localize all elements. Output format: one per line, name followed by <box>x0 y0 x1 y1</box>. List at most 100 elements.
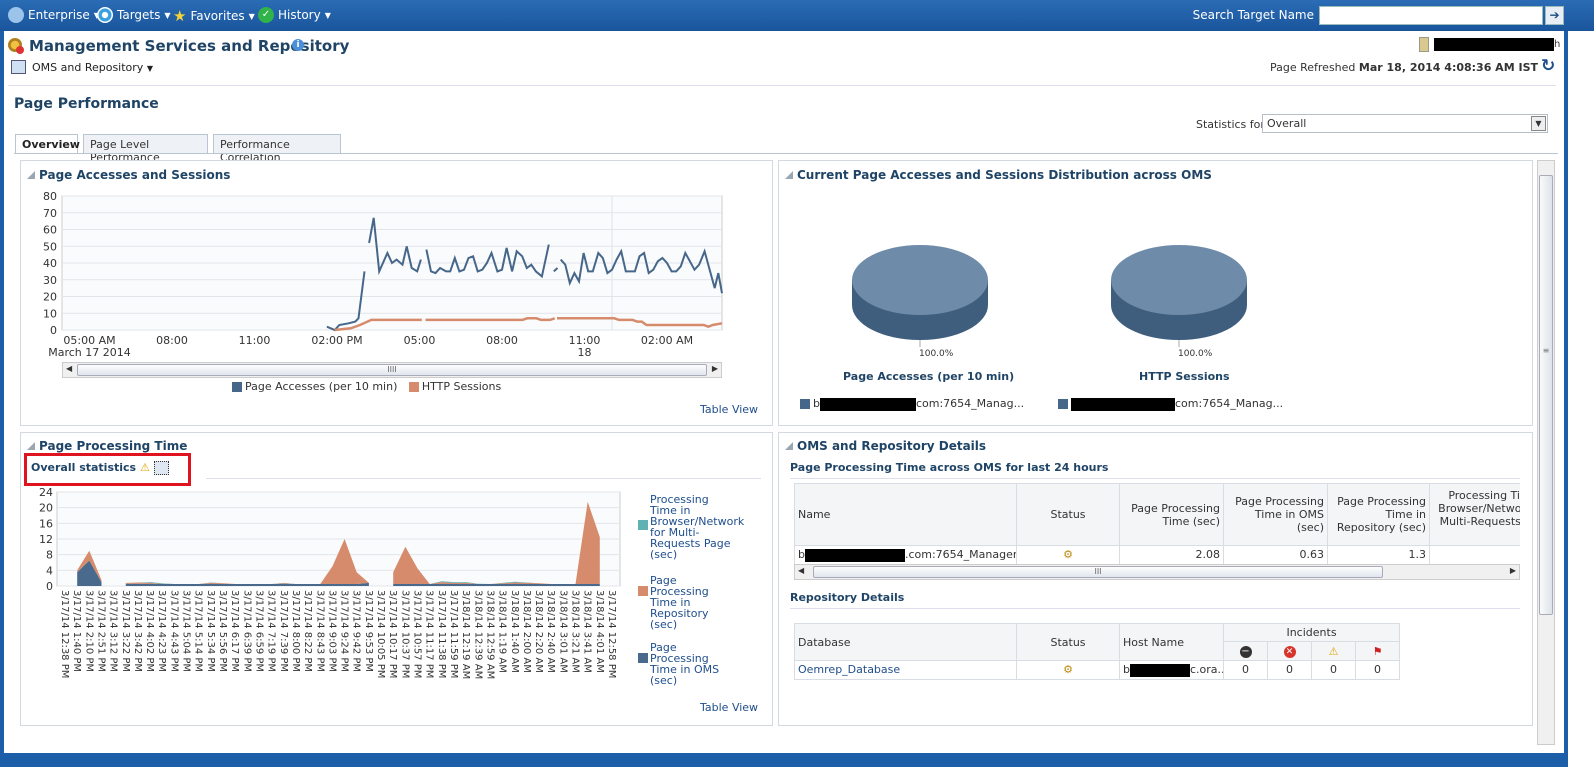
column-header[interactable]: Status <box>1016 623 1120 661</box>
host-icon <box>1419 37 1429 52</box>
chart-time-scrollbar[interactable]: ◀ IIII ▶ <box>62 362 722 378</box>
pie-page-accesses[interactable] <box>852 245 988 347</box>
collapse-icon[interactable] <box>785 442 793 450</box>
x-tick-label: 3/17/14 10:05 PM <box>375 590 387 679</box>
menu-targets[interactable]: Targets ▼ <box>97 7 171 23</box>
menu-history[interactable]: ✓ History ▼ <box>258 7 331 23</box>
y-tick-label: 4 <box>46 564 53 577</box>
y-tick-label: 24 <box>39 486 53 499</box>
column-header[interactable]: Name <box>794 483 1017 546</box>
pie-http-sessions[interactable] <box>1111 245 1247 347</box>
refresh-icon[interactable]: ↻ <box>1541 56 1556 76</box>
incident-count[interactable]: 0 <box>1223 660 1268 680</box>
scroll-right-icon[interactable]: ▶ <box>711 364 718 373</box>
pie-slice[interactable] <box>1111 245 1247 315</box>
pie-legend-item: com:7654_Manag... <box>1058 397 1283 411</box>
x-tick-label: 3/17/14 10:57 PM <box>411 590 423 679</box>
collapse-icon[interactable] <box>27 442 35 450</box>
table-view-link[interactable]: Table View <box>700 701 759 714</box>
x-tick-label: 3/17/14 11:38 PM <box>435 590 447 679</box>
menu-favorites[interactable]: ★ Favorites ▼ <box>173 7 255 25</box>
target-menu-label: OMS and Repository <box>32 61 144 74</box>
empty-cell <box>1399 623 1520 679</box>
x-tick-label: 02:00 AM <box>641 334 693 347</box>
area-series-oms <box>393 584 600 586</box>
incident-count[interactable]: 0 <box>1311 660 1356 680</box>
table-row[interactable]: b .com:7654_Managem... ⚙ 2.08 0.63 1.3 0. <box>794 545 1520 565</box>
legend-prefix: b <box>813 397 820 410</box>
column-header[interactable]: Database <box>794 623 1017 661</box>
down-badge-icon <box>16 46 24 54</box>
x-tick-label: 3/18/14 2:20 AM <box>533 590 545 673</box>
x-tick-label: 3/17/14 4:23 PM <box>156 590 168 673</box>
x-tick-label: 08:00 <box>486 334 518 347</box>
database-link[interactable]: Oemrep_Database <box>794 660 1017 680</box>
line-legend: Page Accesses (per 10 min) HTTP Sessions <box>232 380 501 393</box>
x-tick-label: 3/17/14 10:17 PM <box>387 590 399 679</box>
redacted-host <box>1071 397 1175 411</box>
column-header[interactable]: Status <box>1016 483 1120 546</box>
table-row[interactable]: Oemrep_Database ⚙ b c.ora... 0 0 0 0 <box>794 660 1521 680</box>
info-icon[interactable]: i <box>292 39 304 51</box>
search-go-button[interactable]: ➔ <box>1545 6 1564 25</box>
column-header[interactable]: Page Processing Time in Repository (sec) <box>1327 483 1430 546</box>
panel-title: Current Page Accesses and Sessions Distr… <box>797 168 1212 182</box>
legend-item: Page Processing Time in OMS (sec) <box>638 642 733 686</box>
section-title: Repository Details <box>790 591 905 604</box>
column-header[interactable]: Processing Time in Browser/Network for M… <box>1429 483 1520 546</box>
scroll-left-icon[interactable]: ◀ <box>66 364 73 373</box>
scroll-left-icon[interactable]: ◀ <box>798 566 805 575</box>
collapse-icon[interactable] <box>785 171 793 179</box>
x-tick-label: 3/17/14 12:58 PM <box>606 590 617 679</box>
scrollbar-thumb[interactable]: III <box>813 566 1383 578</box>
y-tick-label: 10 <box>43 307 57 320</box>
y-tick-label: 50 <box>43 240 57 253</box>
host-suffix: h <box>1554 39 1561 50</box>
redacted-host <box>1434 38 1554 51</box>
table-view-link[interactable]: Table View <box>700 403 759 416</box>
incident-count[interactable]: 0 <box>1267 660 1312 680</box>
search-target-input[interactable] <box>1319 6 1543 25</box>
collapse-icon[interactable] <box>27 171 35 179</box>
history-icon: ✓ <box>258 7 274 23</box>
incident-count[interactable]: 0 <box>1354 660 1401 680</box>
column-header[interactable]: Page Processing Time (sec) <box>1119 483 1224 546</box>
legend-label: Page Processing Time in OMS (sec) <box>650 641 720 687</box>
critical-icon: ✕ <box>1283 646 1296 658</box>
column-header[interactable]: Host Name <box>1119 623 1224 661</box>
x-tick-label: 3/17/14 7:39 PM <box>277 590 289 673</box>
x-tick-label: 3/17/14 5:14 PM <box>192 590 204 673</box>
y-tick-label: 16 <box>39 517 53 530</box>
cell-browser: 0. <box>1429 545 1520 565</box>
x-tick-label: 3/17/14 8:22 PM <box>302 590 314 673</box>
table-hscrollbar[interactable]: ◀ III ▶ <box>794 564 1520 580</box>
menu-enterprise[interactable]: Enterprise ▼ <box>8 7 100 23</box>
target-menu[interactable]: OMS and Repository ▼ <box>32 61 153 74</box>
vertical-scrollbar[interactable]: ≡ <box>1537 160 1555 745</box>
y-tick-label: 12 <box>39 533 53 546</box>
y-tick-label: 0 <box>46 580 53 593</box>
legend-label: Page Processing Time in Repository (sec) <box>650 574 709 631</box>
escalated-flag-icon: ⚑ <box>1354 641 1401 661</box>
x-tick-label: 3/17/14 4:02 PM <box>144 590 156 673</box>
scrollbar-thumb[interactable]: IIII <box>77 364 707 376</box>
column-header[interactable]: Page Processing Time in OMS (sec) <box>1223 483 1328 546</box>
pie-slice[interactable] <box>852 245 988 315</box>
scroll-right-icon[interactable]: ▶ <box>1509 566 1516 575</box>
statistics-select[interactable]: Overall ▼ <box>1262 114 1548 133</box>
chart-options-icon[interactable] <box>153 461 169 475</box>
tab-page-level-performance[interactable]: Page Level Performance <box>83 134 208 164</box>
tab-overview[interactable]: Overview <box>15 134 80 154</box>
x-tick-label: 3/18/14 3:41 AM <box>581 590 593 673</box>
x-tick-label: 3/17/14 3:42 PM <box>131 590 143 673</box>
y-tick-label: 70 <box>43 207 57 220</box>
x-tick-label: 05:00 AM <box>63 334 115 347</box>
tab-performance-correlation[interactable]: Performance Correlation <box>213 134 341 164</box>
redacted-host <box>819 397 916 411</box>
series-line-http-sessions <box>334 317 723 332</box>
legend-item: Page Processing Time in Repository (sec) <box>638 575 733 630</box>
x-tick-label: 3/17/14 11:59 PM <box>447 590 459 679</box>
highlight-box <box>24 453 191 486</box>
scrollbar-thumb[interactable]: ≡ <box>1539 175 1553 615</box>
